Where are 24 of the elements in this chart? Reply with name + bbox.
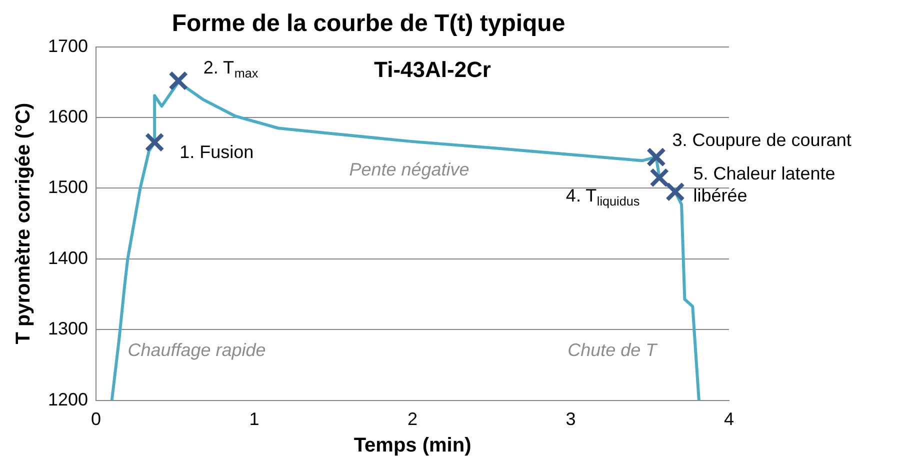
y-tick-label: 1400: [48, 248, 88, 268]
y-tick-label: 1600: [48, 106, 88, 126]
x-tick-label: 1: [249, 409, 260, 430]
annotation: 1. Fusion: [180, 142, 254, 162]
y-tick-label: 1200: [48, 389, 88, 410]
annotation: Pente négative: [349, 160, 470, 180]
y-tick-label: 1300: [48, 318, 88, 339]
x-tick-label: 4: [724, 409, 734, 430]
annotation: 5. Chaleur latente libérée: [693, 164, 836, 206]
point: [168, 70, 188, 91]
text: Ti-43Al-2Cr: [374, 56, 492, 82]
point: [144, 132, 164, 152]
x-tick-label: 2: [408, 409, 418, 430]
x-tick-label: 0: [91, 409, 102, 430]
x-axis-title: Temps (min): [354, 434, 472, 457]
y-tick-label: 1500: [48, 177, 88, 198]
chart-title: Forme de la courbe de T(t) typique: [172, 10, 566, 38]
x-tick-label: 3: [566, 409, 576, 430]
y-axis-title: T pyromètre corrigée (°C): [12, 102, 35, 344]
annotation: 3. Coupure de courant: [672, 130, 852, 150]
point: [665, 182, 685, 202]
annotation: Chute de T: [568, 340, 659, 360]
y-tick-label: 1700: [48, 36, 88, 56]
annotation: Chauffage rapide: [128, 340, 266, 360]
